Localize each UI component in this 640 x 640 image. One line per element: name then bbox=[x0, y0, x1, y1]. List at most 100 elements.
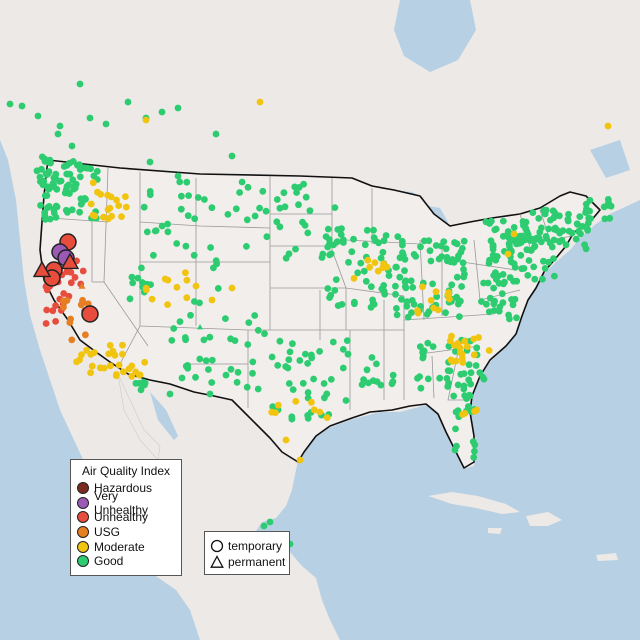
monitor-site bbox=[542, 206, 550, 214]
monitor-site bbox=[432, 242, 440, 249]
monitor-site bbox=[87, 369, 94, 377]
monitor-site bbox=[463, 343, 471, 350]
monitor-site bbox=[377, 381, 385, 389]
monitor-site bbox=[459, 359, 467, 366]
monitor-site bbox=[465, 361, 473, 369]
monitor-site bbox=[146, 158, 154, 166]
monitor-site bbox=[410, 251, 418, 258]
monitor-site bbox=[436, 374, 444, 382]
monitor-site bbox=[385, 272, 393, 279]
monitor-site bbox=[467, 369, 475, 377]
monitor-site bbox=[243, 243, 250, 250]
monitor-site bbox=[470, 454, 478, 461]
monitor-site bbox=[345, 258, 352, 266]
monitor-site-permanent-unhealthy bbox=[60, 252, 80, 270]
monitor-site bbox=[304, 414, 312, 422]
monitor-site bbox=[87, 351, 95, 358]
monitor-site bbox=[321, 394, 328, 402]
monitor-site bbox=[448, 281, 456, 289]
monitor-site bbox=[442, 245, 450, 253]
monitor-site bbox=[480, 279, 487, 287]
monitor-site bbox=[472, 362, 480, 369]
monitor-site bbox=[295, 184, 303, 191]
monitor-site bbox=[227, 335, 235, 343]
monitor-site bbox=[174, 104, 182, 112]
monitor-site bbox=[251, 212, 259, 220]
monitor-site bbox=[142, 116, 150, 124]
monitor-site bbox=[380, 237, 388, 245]
monitor-site bbox=[558, 236, 566, 244]
monitor-site bbox=[361, 241, 369, 249]
monitor-site bbox=[357, 259, 365, 267]
monitor-site bbox=[351, 300, 358, 308]
monitor-site bbox=[457, 297, 464, 305]
monitor-site bbox=[50, 206, 58, 214]
monitor-site bbox=[518, 238, 525, 246]
monitor-site bbox=[52, 318, 59, 325]
monitor-site bbox=[551, 209, 559, 217]
monitor-site bbox=[192, 282, 200, 290]
monitor-site bbox=[274, 362, 282, 369]
monitor-site bbox=[68, 142, 76, 150]
monitor-site bbox=[539, 275, 546, 283]
monitor-site bbox=[182, 269, 189, 277]
monitor-site bbox=[60, 163, 68, 170]
monitor-site bbox=[86, 114, 94, 122]
monitor-site bbox=[286, 348, 294, 356]
monitor-site bbox=[210, 264, 217, 272]
monitor-site bbox=[515, 233, 523, 241]
legend-item-very-unhealthy: Very Unhealthy bbox=[77, 489, 175, 517]
monitor-site bbox=[182, 242, 190, 250]
monitor-site bbox=[201, 196, 208, 203]
monitor-site bbox=[379, 248, 387, 256]
monitor-site bbox=[485, 259, 493, 267]
monitor-site bbox=[493, 253, 501, 260]
monitor-site bbox=[460, 273, 468, 281]
monitor-site bbox=[342, 397, 350, 404]
monitor-site bbox=[243, 383, 251, 391]
monitor-site bbox=[126, 295, 134, 303]
monitor-site bbox=[470, 351, 478, 359]
monitor-site bbox=[143, 228, 151, 236]
monitor-site bbox=[52, 302, 59, 309]
monitor-site bbox=[343, 337, 351, 344]
monitor-site bbox=[84, 164, 91, 172]
monitor-site bbox=[68, 206, 76, 214]
monitor-site bbox=[337, 231, 345, 239]
monitor-site bbox=[401, 267, 408, 275]
monitor-site bbox=[513, 314, 520, 322]
monitor-site bbox=[444, 291, 452, 299]
monitor-site bbox=[254, 385, 262, 393]
monitor-site bbox=[338, 301, 346, 308]
monitor-site bbox=[424, 375, 432, 383]
monitor-site bbox=[458, 283, 465, 290]
monitor-site bbox=[191, 215, 199, 223]
monitor-site bbox=[119, 341, 126, 349]
monitor-site bbox=[373, 360, 380, 368]
monitor-site bbox=[34, 112, 42, 120]
monitor-site bbox=[285, 380, 293, 387]
monitor-site bbox=[251, 312, 259, 319]
monitor-site bbox=[486, 220, 493, 227]
monitor-site bbox=[183, 294, 191, 302]
monitor-site bbox=[178, 192, 185, 200]
monitor-site bbox=[177, 205, 185, 213]
legend-label: Moderate bbox=[94, 539, 145, 554]
monitor-site bbox=[285, 356, 293, 364]
monitor-site bbox=[505, 311, 512, 319]
monitor-site bbox=[42, 216, 49, 223]
monitor-site bbox=[374, 267, 382, 275]
monitor-site bbox=[166, 390, 174, 398]
monitor-site bbox=[206, 390, 214, 398]
monitor-site bbox=[363, 226, 371, 234]
monitor-site bbox=[158, 108, 166, 116]
monitor-site bbox=[306, 207, 314, 215]
good-swatch-icon bbox=[77, 555, 89, 568]
island-puerto-rico bbox=[596, 553, 618, 561]
monitor-site bbox=[442, 309, 449, 317]
monitor-site bbox=[281, 203, 289, 211]
monitor-site bbox=[222, 371, 230, 379]
monitor-site bbox=[504, 250, 512, 258]
monitor-site bbox=[499, 271, 507, 278]
monitor-site bbox=[545, 258, 552, 266]
